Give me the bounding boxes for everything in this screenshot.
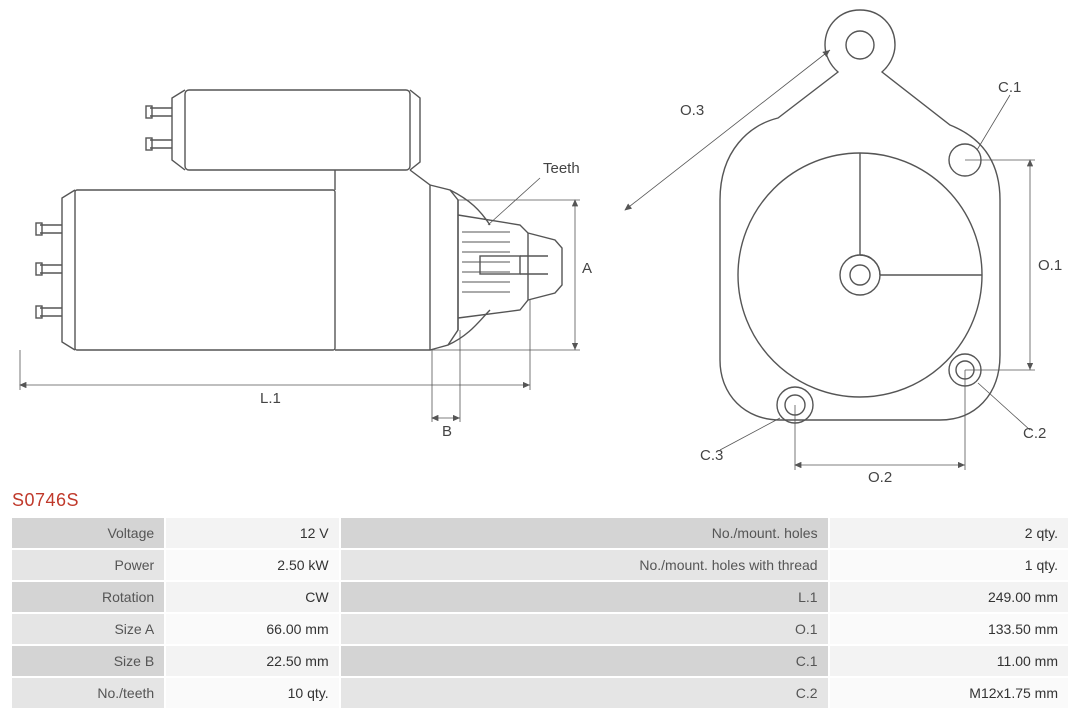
spec-value: 2 qty. <box>830 518 1068 548</box>
spec-label: O.1 <box>341 614 828 644</box>
spec-row: No./teeth10 qty.C.2M12x1.75 mm <box>12 678 1068 708</box>
spec-value: 1 qty. <box>830 550 1068 580</box>
svg-text:A: A <box>582 260 592 277</box>
spec-label: No./mount. holes <box>341 518 828 548</box>
spec-value: 133.50 mm <box>830 614 1068 644</box>
spec-label: Size A <box>12 614 164 644</box>
svg-text:Teeth: Teeth <box>543 160 580 177</box>
spec-label: No./mount. holes with thread <box>341 550 828 580</box>
spec-value: 22.50 mm <box>166 646 338 676</box>
side-view-labels: Teeth A L.1 B <box>260 160 592 440</box>
spec-value: CW <box>166 582 338 612</box>
svg-text:O.1: O.1 <box>1038 257 1062 274</box>
svg-text:C.3: C.3 <box>700 447 723 464</box>
spec-label: C.1 <box>341 646 828 676</box>
spec-value: 10 qty. <box>166 678 338 708</box>
spec-label: Rotation <box>12 582 164 612</box>
svg-text:C.2: C.2 <box>1023 425 1046 442</box>
spec-row: Power2.50 kWNo./mount. holes with thread… <box>12 550 1068 580</box>
spec-value: 66.00 mm <box>166 614 338 644</box>
spec-label: Size B <box>12 646 164 676</box>
front-view <box>720 10 1000 423</box>
spec-value: 11.00 mm <box>830 646 1068 676</box>
svg-text:O.2: O.2 <box>868 469 892 485</box>
specs-table: Voltage12 VNo./mount. holes2 qty.Power2.… <box>10 516 1070 710</box>
technical-diagram: Teeth A L.1 B <box>0 0 1080 485</box>
spec-row: Size B22.50 mmC.111.00 mm <box>12 646 1068 676</box>
part-number: S0746S <box>12 490 79 511</box>
svg-text:L.1: L.1 <box>260 390 281 407</box>
spec-value: 12 V <box>166 518 338 548</box>
side-view <box>36 90 562 350</box>
spec-label: Voltage <box>12 518 164 548</box>
svg-text:B: B <box>442 423 452 440</box>
spec-value: 249.00 mm <box>830 582 1068 612</box>
svg-text:O.3: O.3 <box>680 102 704 119</box>
spec-value: M12x1.75 mm <box>830 678 1068 708</box>
spec-row: RotationCWL.1249.00 mm <box>12 582 1068 612</box>
spec-label: L.1 <box>341 582 828 612</box>
spec-value: 2.50 kW <box>166 550 338 580</box>
svg-text:C.1: C.1 <box>998 79 1021 96</box>
spec-label: Power <box>12 550 164 580</box>
spec-label: C.2 <box>341 678 828 708</box>
front-view-labels: O.3 O.1 O.2 C.1 C.2 C.3 <box>680 79 1062 485</box>
spec-row: Size A66.00 mmO.1133.50 mm <box>12 614 1068 644</box>
spec-label: No./teeth <box>12 678 164 708</box>
spec-row: Voltage12 VNo./mount. holes2 qty. <box>12 518 1068 548</box>
